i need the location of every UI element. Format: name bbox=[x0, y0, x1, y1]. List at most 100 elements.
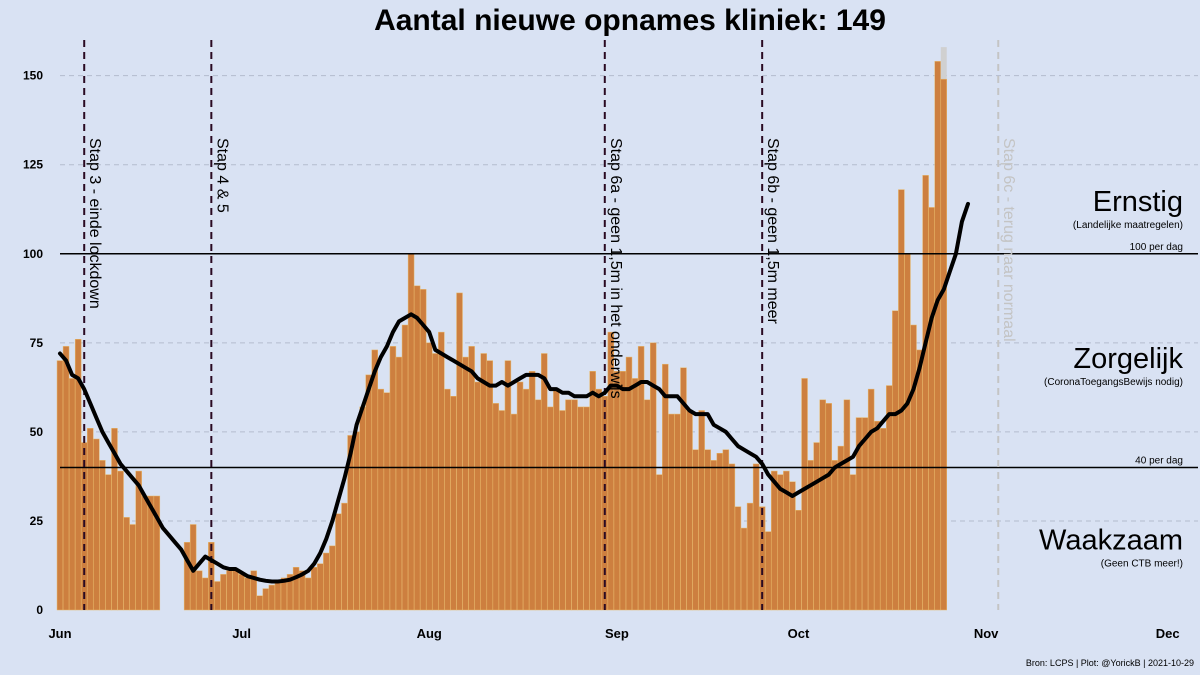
bar bbox=[311, 567, 318, 611]
bar bbox=[686, 410, 693, 611]
bar bbox=[450, 396, 457, 611]
bar bbox=[528, 371, 536, 611]
bar bbox=[383, 392, 391, 611]
zone-description: (Geen CTB meer!) bbox=[1101, 558, 1183, 569]
bar bbox=[656, 474, 663, 611]
bar bbox=[801, 378, 808, 611]
bar bbox=[898, 189, 905, 611]
y-tick-label: 25 bbox=[30, 514, 44, 528]
bar bbox=[377, 388, 385, 611]
bar bbox=[226, 570, 233, 611]
bar bbox=[153, 495, 161, 611]
bar bbox=[474, 381, 481, 611]
bar bbox=[341, 502, 348, 611]
y-tick-label: 125 bbox=[23, 158, 43, 172]
bar bbox=[292, 567, 300, 611]
bar bbox=[777, 474, 784, 611]
bar bbox=[353, 431, 360, 611]
zone-description: (CoronaToegangsBewijs nodig) bbox=[1044, 377, 1183, 388]
bar bbox=[202, 577, 209, 611]
bar bbox=[250, 570, 257, 611]
source-note: Bron: LCPS | Plot: @YorickB | 2021-10-29 bbox=[1026, 658, 1194, 668]
bar bbox=[728, 463, 736, 611]
bar bbox=[419, 289, 427, 611]
bar bbox=[873, 420, 881, 611]
bar bbox=[571, 399, 578, 611]
reference-line-label: 100 per dag bbox=[1130, 242, 1183, 253]
x-tick-label: Nov bbox=[974, 626, 999, 641]
bar bbox=[492, 403, 500, 611]
bar bbox=[892, 310, 899, 611]
bar bbox=[244, 577, 251, 611]
zone-name: Zorgelijk bbox=[1073, 343, 1183, 375]
bar bbox=[214, 581, 221, 611]
bar bbox=[637, 346, 645, 611]
bar bbox=[438, 331, 445, 611]
x-tick-label: Jul bbox=[232, 626, 251, 641]
bar bbox=[498, 410, 506, 611]
bar bbox=[643, 399, 651, 611]
bar-extra bbox=[940, 47, 947, 80]
bar bbox=[589, 371, 596, 611]
bar bbox=[547, 406, 554, 611]
event-label: Stap 6c - terug naar normaal bbox=[1000, 138, 1017, 342]
zone-description: (Landelijke maatregelen) bbox=[1073, 220, 1183, 231]
bar bbox=[516, 381, 524, 611]
bar bbox=[553, 388, 560, 611]
bar bbox=[468, 346, 475, 611]
bar bbox=[583, 406, 590, 611]
bar bbox=[232, 570, 239, 611]
bar bbox=[559, 410, 566, 611]
bar bbox=[916, 349, 923, 611]
bar bbox=[371, 349, 378, 611]
bar bbox=[105, 474, 112, 611]
bar bbox=[426, 342, 433, 611]
bar bbox=[752, 463, 760, 611]
bar bbox=[56, 360, 64, 611]
event-label: Stap 3 - einde lockdown bbox=[86, 138, 103, 309]
bar bbox=[692, 449, 699, 611]
bar bbox=[462, 356, 469, 611]
bar bbox=[837, 445, 845, 611]
bar bbox=[595, 388, 602, 611]
bar bbox=[329, 545, 336, 611]
bar bbox=[510, 413, 518, 611]
bar bbox=[631, 378, 639, 611]
bar bbox=[87, 428, 94, 611]
zone-name: Ernstig bbox=[1093, 186, 1183, 218]
bar bbox=[795, 510, 802, 611]
y-tick-label: 100 bbox=[23, 247, 43, 261]
bar bbox=[867, 388, 875, 611]
bar bbox=[831, 460, 839, 611]
x-tick-label: Sep bbox=[605, 626, 629, 641]
bar bbox=[274, 581, 282, 611]
bar bbox=[304, 577, 312, 611]
zone-name: Waakzaam bbox=[1039, 524, 1183, 556]
y-tick-label: 150 bbox=[23, 69, 43, 83]
bar bbox=[359, 406, 366, 611]
x-tick-label: Dec bbox=[1156, 626, 1180, 641]
event-markers: Stap 3 - einde lockdown Stap 4 & 5 Stap 6a… bbox=[83, 40, 1017, 610]
bar bbox=[444, 388, 451, 611]
bar bbox=[922, 175, 929, 611]
bar bbox=[698, 410, 705, 611]
y-tick-label: 50 bbox=[30, 425, 44, 439]
bar bbox=[323, 552, 330, 611]
bar bbox=[365, 374, 372, 611]
bar bbox=[740, 527, 748, 611]
bar bbox=[504, 360, 512, 611]
bar bbox=[432, 353, 439, 611]
y-tick-label: 0 bbox=[36, 603, 43, 617]
y-tick-label: 75 bbox=[30, 336, 44, 350]
bar bbox=[928, 207, 935, 611]
bar bbox=[668, 413, 675, 611]
zone-labels: Ernstig (Landelijke maatregelen) Zorgelijk… bbox=[1039, 186, 1183, 569]
bar bbox=[68, 378, 76, 611]
bar bbox=[238, 574, 245, 611]
bar bbox=[389, 346, 397, 611]
bar bbox=[674, 413, 681, 611]
bar bbox=[268, 584, 276, 611]
bar bbox=[880, 428, 887, 611]
bar bbox=[256, 595, 263, 611]
daily-bars bbox=[56, 47, 947, 611]
